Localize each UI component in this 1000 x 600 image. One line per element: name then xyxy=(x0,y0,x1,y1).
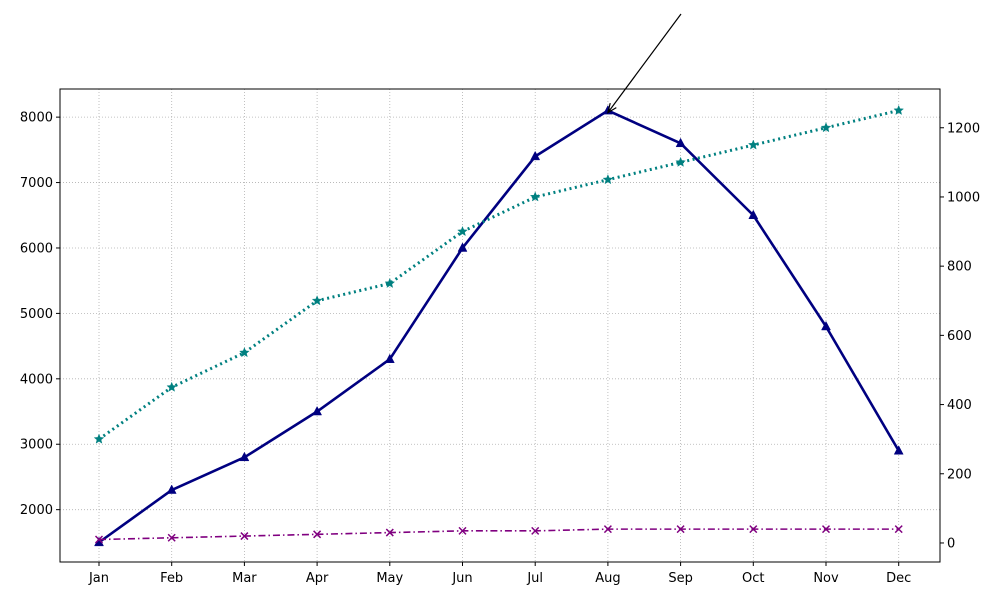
y-right-tick-label: 600 xyxy=(947,329,972,344)
series-1-line xyxy=(98,109,900,544)
series-2-point xyxy=(311,295,323,306)
y-left-tick-label: 8000 xyxy=(20,111,53,126)
annotation-arrow-head xyxy=(606,102,617,114)
series-1-point xyxy=(166,484,177,494)
x-tick-label: Jun xyxy=(451,571,472,586)
series-2-point xyxy=(93,433,105,444)
x-axis: Jan Feb Mar Apr May Jun Jul Aug Sep Oct Nov Dec xyxy=(88,562,911,586)
series-3-point xyxy=(458,526,467,535)
series-3-point xyxy=(749,525,758,534)
x-tick-label: Mar xyxy=(232,571,257,586)
series-3 xyxy=(94,525,903,544)
series-1-point xyxy=(748,209,759,220)
series-3-point xyxy=(167,533,176,542)
y-axis-right: 0 200 400 600 800 1000 1200 xyxy=(940,121,980,551)
y-right-tick-label: 0 xyxy=(947,536,955,551)
series-3-point xyxy=(603,525,612,534)
series-1 xyxy=(94,105,904,547)
y-left-tick-label: 3000 xyxy=(20,438,53,453)
series-1-point xyxy=(384,353,395,363)
series-2-line xyxy=(98,108,900,441)
x-tick-label: May xyxy=(376,571,403,586)
series-3-point xyxy=(894,525,903,534)
series-1-point xyxy=(893,445,904,455)
series-2 xyxy=(93,104,904,444)
series-1-point xyxy=(530,150,541,161)
series-3-point xyxy=(240,532,249,541)
series-2-point xyxy=(602,174,614,185)
series-2-point xyxy=(893,104,904,115)
y-right-tick-label: 1000 xyxy=(947,190,980,205)
series-2-point xyxy=(384,277,396,288)
y-axis-left: 2000 3000 4000 5000 6000 7000 8000 xyxy=(20,111,60,518)
series-3-point xyxy=(676,525,685,534)
y-left-tick-label: 2000 xyxy=(20,503,53,518)
x-tick-label: Dec xyxy=(886,571,911,586)
annotation-arrow-line xyxy=(607,13,682,113)
series-2-point xyxy=(166,381,177,392)
series-2-point xyxy=(675,156,686,167)
x-tick-label: Oct xyxy=(742,571,764,586)
series-1-point xyxy=(821,320,831,331)
y-right-tick-label: 800 xyxy=(947,260,972,275)
y-right-tick-label: 200 xyxy=(947,467,972,482)
series-1-point xyxy=(675,137,686,148)
x-tick-label: Nov xyxy=(813,571,839,586)
x-tick-label: Jan xyxy=(88,571,109,586)
series-3-point xyxy=(313,530,322,539)
series-1-point xyxy=(312,405,323,416)
series-3-point xyxy=(531,526,540,535)
grid xyxy=(60,89,940,562)
series-3-point xyxy=(821,525,831,534)
plot-frame xyxy=(59,88,941,563)
series-1-point xyxy=(457,242,468,252)
series-1-point xyxy=(239,451,250,462)
x-tick-label: Apr xyxy=(306,571,329,586)
x-tick-label: Jul xyxy=(526,571,543,586)
y-right-tick-label: 400 xyxy=(947,398,972,413)
y-left-tick-label: 4000 xyxy=(20,372,53,387)
y-left-tick-label: 5000 xyxy=(20,307,53,322)
series-layer xyxy=(93,104,904,547)
series-2-point xyxy=(820,122,832,133)
y-left-tick-label: 7000 xyxy=(20,176,53,191)
series-2-point xyxy=(457,226,468,237)
series-2-point xyxy=(748,139,759,150)
y-left-tick-label: 6000 xyxy=(20,241,53,256)
series-3-point xyxy=(94,535,104,544)
plot-background xyxy=(60,89,940,562)
x-tick-label: Aug xyxy=(595,571,620,586)
series-3-line xyxy=(98,528,899,541)
series-2-point xyxy=(239,347,250,358)
series-3-point xyxy=(385,528,394,537)
series-2-point xyxy=(529,191,541,202)
y-right-tick-label: 1200 xyxy=(947,121,980,136)
x-tick-label: Feb xyxy=(160,571,183,586)
x-tick-label: Sep xyxy=(668,571,693,586)
annotation-layer xyxy=(606,13,682,114)
